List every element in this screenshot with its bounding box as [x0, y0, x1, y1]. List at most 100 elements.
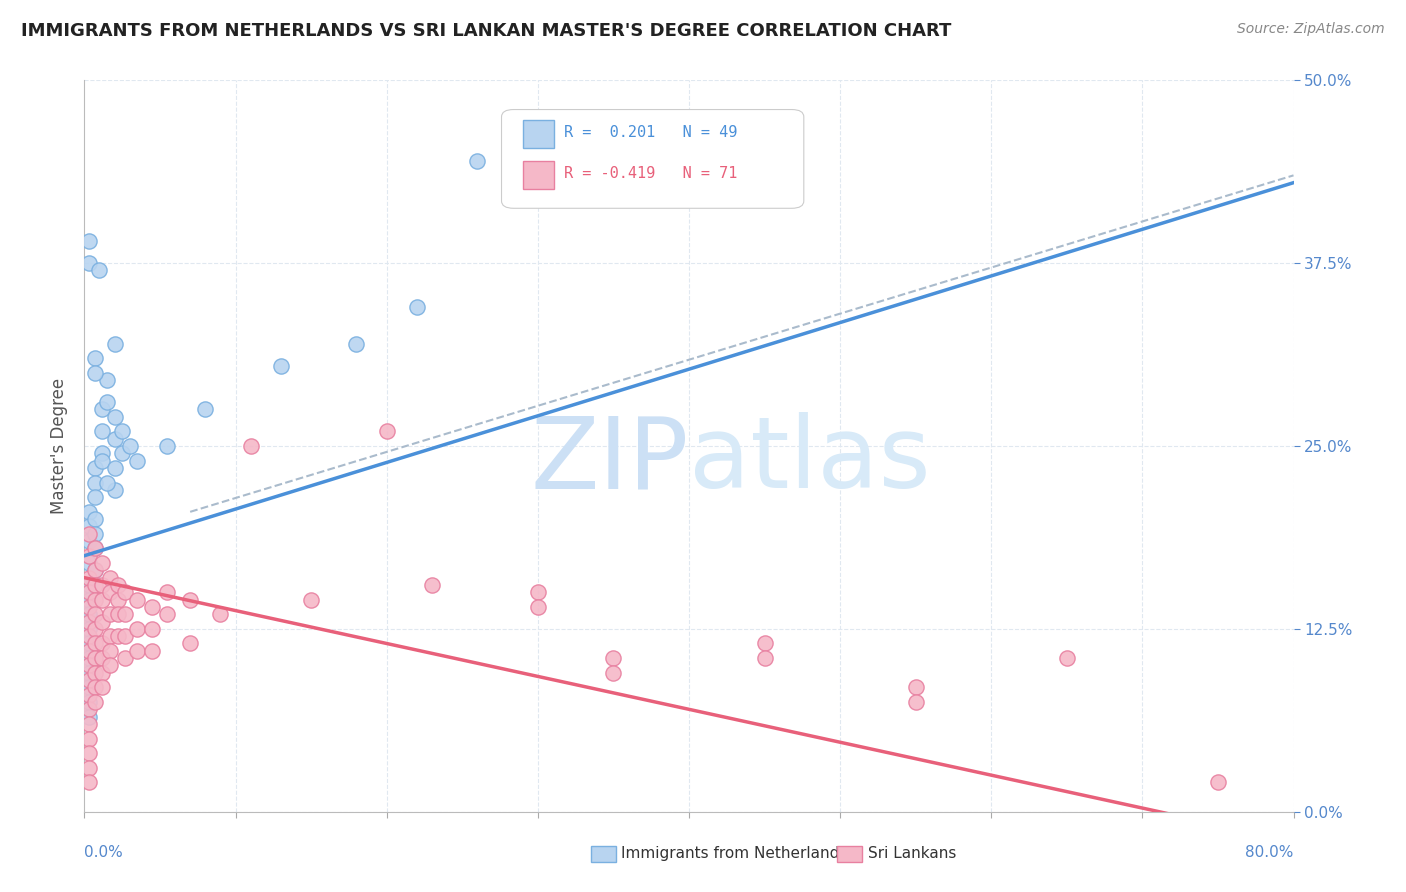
- Point: [527, 599, 550, 614]
- Point: [754, 636, 776, 650]
- Point: [84, 681, 107, 695]
- Point: [375, 425, 398, 439]
- Point: [77, 709, 100, 723]
- Point: [114, 585, 136, 599]
- Point: [77, 761, 100, 775]
- Point: [84, 622, 107, 636]
- Point: [77, 622, 100, 636]
- Point: [156, 607, 179, 622]
- Text: R =  0.201   N = 49: R = 0.201 N = 49: [564, 126, 738, 140]
- Point: [89, 263, 111, 277]
- Point: [114, 629, 136, 643]
- Point: [77, 599, 100, 614]
- Point: [84, 351, 107, 366]
- Point: [107, 607, 129, 622]
- Point: [179, 592, 201, 607]
- Point: [77, 681, 100, 695]
- Point: [77, 665, 100, 680]
- Point: [904, 681, 927, 695]
- Point: [77, 607, 100, 622]
- Point: [91, 651, 114, 665]
- Point: [77, 505, 100, 519]
- Point: [1206, 775, 1229, 789]
- Text: 0.0%: 0.0%: [84, 845, 124, 860]
- Point: [127, 622, 149, 636]
- Text: ZIP: ZIP: [530, 412, 689, 509]
- Point: [84, 461, 107, 475]
- Point: [77, 636, 100, 650]
- Point: [84, 563, 107, 577]
- Point: [84, 592, 107, 607]
- Point: [77, 615, 100, 629]
- Point: [118, 439, 141, 453]
- Point: [77, 695, 100, 709]
- Text: atlas: atlas: [689, 412, 931, 509]
- Point: [84, 526, 107, 541]
- Point: [114, 607, 136, 622]
- Point: [77, 534, 100, 549]
- FancyBboxPatch shape: [523, 120, 554, 147]
- Point: [904, 695, 927, 709]
- Point: [194, 402, 217, 417]
- Point: [77, 658, 100, 673]
- Point: [98, 629, 121, 643]
- Point: [104, 409, 127, 424]
- Point: [77, 651, 100, 665]
- Point: [91, 446, 114, 460]
- Point: [77, 746, 100, 760]
- Text: R = -0.419   N = 71: R = -0.419 N = 71: [564, 167, 738, 181]
- Point: [107, 629, 129, 643]
- Point: [84, 541, 107, 556]
- Point: [141, 622, 163, 636]
- Point: [77, 585, 100, 599]
- Point: [156, 585, 179, 599]
- Point: [77, 688, 100, 702]
- Point: [107, 592, 129, 607]
- Point: [96, 395, 118, 409]
- Point: [754, 651, 776, 665]
- Point: [270, 359, 292, 373]
- Point: [96, 475, 118, 490]
- Point: [179, 636, 201, 650]
- Text: Immigrants from Netherlands: Immigrants from Netherlands: [621, 847, 848, 861]
- Point: [84, 490, 107, 504]
- Point: [107, 578, 129, 592]
- Point: [84, 541, 107, 556]
- FancyBboxPatch shape: [502, 110, 804, 209]
- Point: [406, 300, 429, 314]
- Text: IMMIGRANTS FROM NETHERLANDS VS SRI LANKAN MASTER'S DEGREE CORRELATION CHART: IMMIGRANTS FROM NETHERLANDS VS SRI LANKA…: [21, 22, 952, 40]
- Point: [77, 556, 100, 570]
- Point: [111, 425, 134, 439]
- Point: [1056, 651, 1078, 665]
- Point: [420, 578, 443, 592]
- Point: [156, 439, 179, 453]
- Point: [84, 607, 107, 622]
- Point: [84, 695, 107, 709]
- Point: [77, 644, 100, 658]
- Point: [84, 665, 107, 680]
- Point: [77, 702, 100, 716]
- Point: [91, 636, 114, 650]
- Point: [77, 526, 100, 541]
- Point: [91, 592, 114, 607]
- Point: [127, 592, 149, 607]
- Point: [467, 153, 489, 168]
- Point: [77, 549, 100, 563]
- Point: [127, 453, 149, 467]
- Point: [84, 563, 107, 577]
- Point: [111, 446, 134, 460]
- Point: [77, 731, 100, 746]
- Text: Source: ZipAtlas.com: Source: ZipAtlas.com: [1237, 22, 1385, 37]
- Point: [77, 571, 100, 585]
- Point: [84, 651, 107, 665]
- Point: [104, 336, 127, 351]
- Point: [96, 373, 118, 387]
- Point: [527, 585, 550, 599]
- Point: [77, 234, 100, 248]
- Point: [127, 644, 149, 658]
- Point: [602, 651, 624, 665]
- Point: [91, 402, 114, 417]
- Point: [91, 681, 114, 695]
- Point: [91, 665, 114, 680]
- Point: [602, 665, 624, 680]
